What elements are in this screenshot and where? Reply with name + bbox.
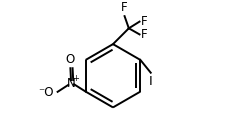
- Text: O: O: [65, 53, 75, 66]
- Text: ⁻O: ⁻O: [38, 86, 53, 99]
- Text: N: N: [66, 77, 75, 90]
- Text: +: +: [72, 74, 79, 83]
- Text: I: I: [148, 75, 152, 87]
- Text: F: F: [121, 1, 127, 14]
- Text: F: F: [140, 29, 147, 42]
- Text: F: F: [140, 15, 147, 28]
